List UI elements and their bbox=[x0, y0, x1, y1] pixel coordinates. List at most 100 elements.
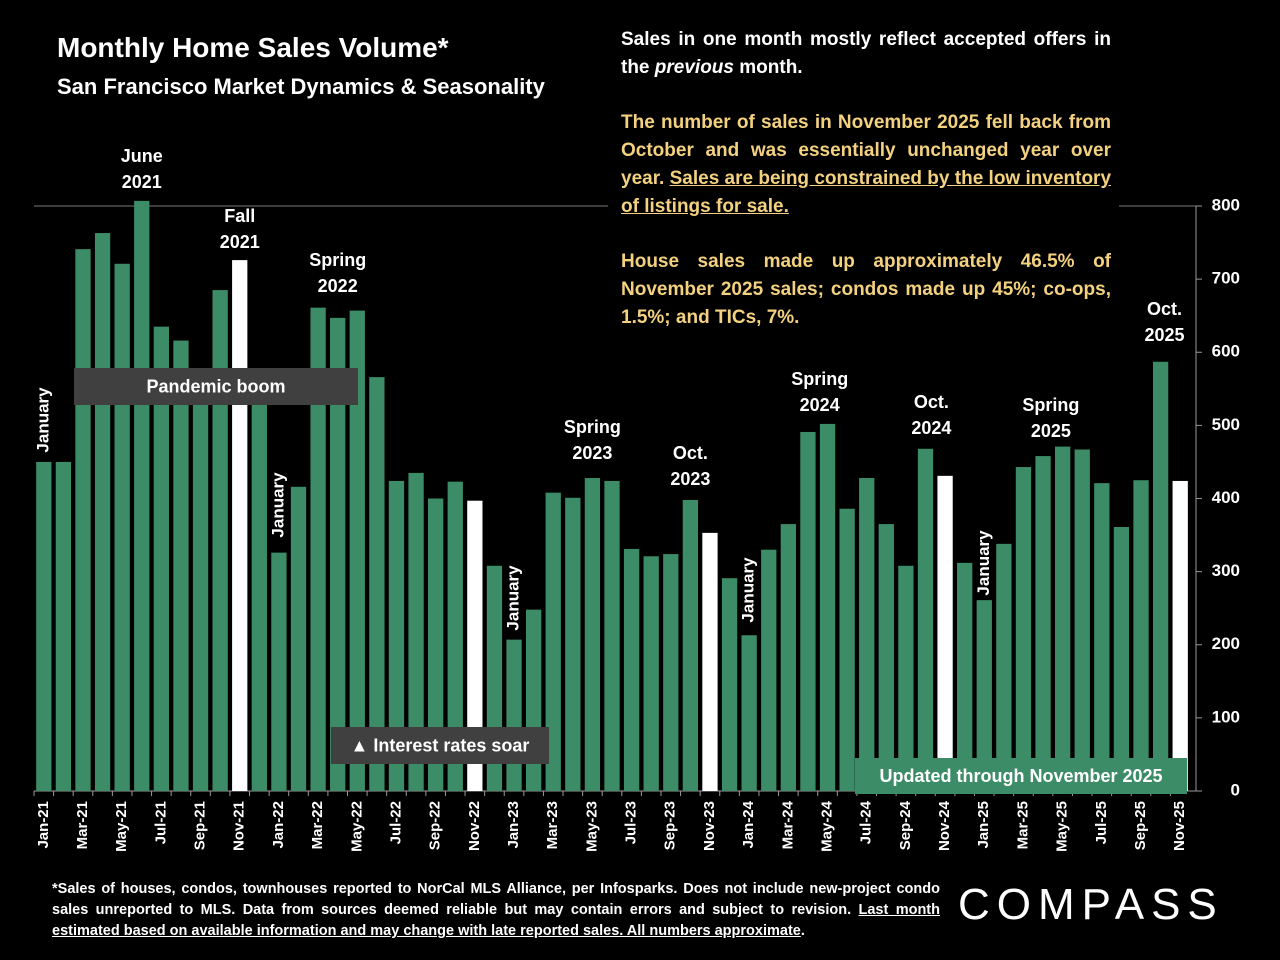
x-tick-label: Mar-23 bbox=[544, 801, 561, 849]
x-tick-label: May-21 bbox=[113, 801, 130, 852]
x-tick-label: Jul-24 bbox=[858, 800, 875, 844]
bar bbox=[1152, 361, 1169, 791]
x-tick-label: Mar-21 bbox=[74, 801, 91, 849]
x-tick-label: Nov-24 bbox=[936, 800, 953, 851]
y-tick-label: 500 bbox=[1212, 415, 1240, 434]
bar bbox=[663, 554, 679, 791]
x-tick-label: Jan-22 bbox=[270, 801, 287, 849]
x-tick-label: Sep-23 bbox=[662, 801, 679, 850]
bar bbox=[721, 578, 738, 791]
bar bbox=[819, 423, 836, 791]
x-tick-label: Mar-24 bbox=[779, 800, 796, 849]
x-tick-label: May-25 bbox=[1054, 801, 1071, 852]
bar bbox=[643, 556, 659, 791]
january-label: January bbox=[268, 472, 287, 538]
bar bbox=[604, 480, 620, 791]
bar bbox=[917, 448, 934, 791]
x-tick-label: May-22 bbox=[348, 801, 365, 852]
annotation: 2024 bbox=[800, 395, 840, 415]
bar bbox=[134, 200, 150, 792]
bar bbox=[467, 500, 483, 791]
annotation: 2021 bbox=[220, 232, 260, 252]
y-tick-label: 800 bbox=[1212, 195, 1240, 214]
y-tick-label: 300 bbox=[1212, 561, 1240, 580]
annotation: 2025 bbox=[1145, 325, 1185, 345]
january-label: January bbox=[739, 557, 758, 623]
bar bbox=[232, 260, 248, 791]
bar bbox=[702, 532, 718, 791]
bar bbox=[800, 431, 816, 791]
x-tick-label: Jan-21 bbox=[35, 801, 52, 849]
annotation-box-label: ▲ Interest rates soar bbox=[351, 735, 530, 755]
notes: Sales in one month mostly reflect accept… bbox=[608, 26, 1119, 365]
x-tick-label: Jul-22 bbox=[387, 801, 404, 844]
annotation: June bbox=[121, 146, 163, 166]
bar bbox=[94, 233, 111, 791]
chart-subtitle: San Francisco Market Dynamics & Seasonal… bbox=[57, 74, 545, 99]
note: House sales made up approximately 46.5% … bbox=[621, 248, 1111, 332]
x-tick-label: Nov-25 bbox=[1171, 801, 1188, 851]
bar bbox=[996, 543, 1012, 791]
bar bbox=[761, 549, 777, 791]
bar bbox=[780, 524, 796, 791]
x-tick-label: May-23 bbox=[583, 801, 600, 852]
x-tick-label: Sep-21 bbox=[192, 801, 209, 850]
annotation-box bbox=[74, 368, 358, 405]
bar bbox=[1015, 467, 1032, 791]
annotation: 2023 bbox=[572, 443, 612, 463]
annotation-box-label: Pandemic boom bbox=[146, 376, 285, 396]
x-tick-label: Jan-23 bbox=[505, 801, 522, 849]
x-tick-label: Sep-24 bbox=[897, 800, 914, 850]
annotation: Spring bbox=[564, 417, 621, 437]
x-tick-label: Mar-22 bbox=[309, 801, 326, 849]
bar bbox=[310, 307, 326, 791]
bar bbox=[565, 497, 581, 791]
x-tick-label: May-24 bbox=[818, 800, 835, 852]
bar bbox=[251, 403, 267, 791]
note: Sales in one month mostly reflect accept… bbox=[621, 26, 1111, 82]
bar bbox=[1113, 527, 1130, 791]
bar bbox=[545, 492, 561, 791]
footnote-text: . bbox=[800, 923, 805, 939]
x-tick-label: Jan-25 bbox=[975, 801, 992, 849]
note-underline: Sales are being constrained by the low i… bbox=[621, 168, 1112, 217]
annotation-box bbox=[855, 758, 1187, 794]
annotation: Oct. bbox=[673, 443, 708, 463]
note-text: Sales in one month mostly reflect accept… bbox=[621, 29, 1111, 78]
footnote-text: *Sales of houses, condos, townhouses rep… bbox=[52, 881, 940, 918]
bar bbox=[682, 499, 699, 791]
annotation: 2024 bbox=[911, 418, 951, 438]
bar bbox=[388, 480, 405, 791]
bar bbox=[1094, 483, 1110, 791]
bar bbox=[192, 381, 209, 791]
note: The number of sales in November 2025 fel… bbox=[621, 109, 1111, 221]
bar bbox=[839, 508, 855, 791]
x-tick-label: Jan-24 bbox=[740, 800, 757, 848]
footnote-underline: Last month estimated based on available … bbox=[52, 902, 940, 939]
annotation: 2025 bbox=[1031, 421, 1071, 441]
note-text: month. bbox=[733, 57, 803, 78]
annotation: 2021 bbox=[122, 172, 162, 192]
bar bbox=[1035, 456, 1051, 791]
bar bbox=[428, 498, 444, 791]
bar bbox=[976, 600, 992, 791]
y-tick-label: 200 bbox=[1212, 634, 1240, 653]
bar bbox=[1074, 449, 1090, 791]
y-tick-label: 700 bbox=[1212, 269, 1240, 288]
bar bbox=[1055, 446, 1071, 791]
annotation: Spring bbox=[1022, 395, 1079, 415]
x-tick-label: Jul-21 bbox=[152, 801, 169, 844]
x-tick-label: Nov-22 bbox=[466, 801, 483, 851]
x-tick-label: Jul-23 bbox=[623, 801, 640, 844]
bar bbox=[408, 472, 424, 791]
bar bbox=[271, 552, 287, 791]
annotation: Spring bbox=[791, 369, 848, 389]
bar bbox=[1172, 480, 1188, 791]
y-tick-label: 400 bbox=[1212, 488, 1240, 507]
y-tick-label: 0 bbox=[1231, 780, 1240, 799]
bar bbox=[937, 475, 953, 791]
footnote: *Sales of houses, condos, townhouses rep… bbox=[52, 879, 940, 942]
bar bbox=[212, 290, 228, 791]
